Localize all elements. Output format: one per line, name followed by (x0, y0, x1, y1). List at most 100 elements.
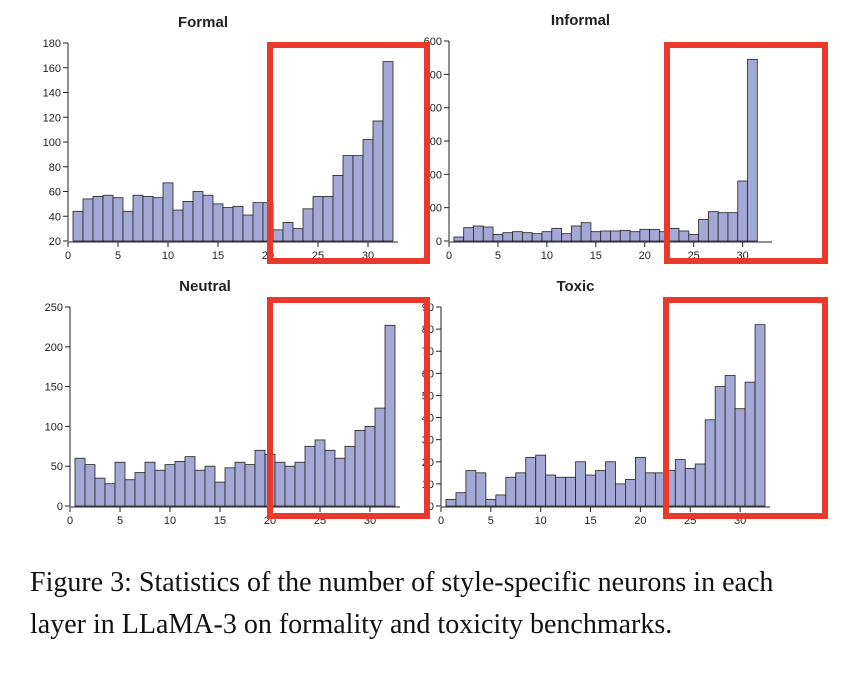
bar (590, 231, 602, 242)
bar (334, 457, 346, 507)
bar (244, 464, 256, 507)
bar (292, 228, 304, 242)
bar (312, 196, 324, 242)
bar (512, 231, 523, 242)
bar (482, 226, 494, 242)
y-tick-label: 50 (51, 461, 63, 473)
bar (565, 476, 576, 507)
y-tick-label: 0 (436, 236, 442, 248)
bar (332, 175, 344, 242)
highlight-box (267, 42, 430, 264)
bar (561, 233, 572, 242)
x-tick-label: 0 (67, 515, 73, 527)
bar (610, 230, 621, 242)
bar (342, 155, 354, 242)
bar (354, 429, 366, 507)
x-tick-label: 15 (584, 515, 596, 527)
y-tick-label: 120 (43, 112, 61, 124)
bar (707, 211, 719, 242)
bar (284, 465, 296, 507)
x-tick-label: 0 (65, 250, 71, 262)
bar (737, 180, 748, 242)
bar (541, 231, 553, 242)
bar (747, 58, 758, 242)
bar (362, 139, 374, 242)
bar (364, 425, 376, 507)
x-tick-label: 15 (214, 515, 226, 527)
bar (531, 233, 543, 242)
bar (644, 472, 656, 507)
bar (639, 228, 651, 242)
bar (600, 230, 611, 242)
bar (453, 236, 465, 242)
bar (324, 449, 336, 507)
bar (322, 196, 334, 242)
y-tick-label: 200 (45, 342, 63, 354)
bar (222, 207, 234, 242)
chart-title: Neutral (179, 278, 231, 295)
bar (302, 208, 314, 242)
x-tick-label: 15 (590, 250, 602, 262)
bar (455, 492, 467, 507)
y-tick-label: 0 (57, 501, 63, 513)
bar (727, 212, 739, 242)
bar (382, 61, 394, 242)
bar (551, 227, 562, 242)
y-tick-label: 150 (45, 382, 63, 394)
bar (580, 222, 592, 242)
bar (212, 203, 224, 242)
bar (734, 408, 746, 507)
bar (694, 463, 706, 507)
highlight-boxes (267, 42, 828, 519)
bar (635, 456, 646, 507)
bar (619, 229, 631, 242)
bar (72, 210, 84, 242)
chart-title: Formal (178, 14, 228, 31)
bar (714, 386, 726, 507)
bar (704, 419, 716, 507)
bar (475, 472, 487, 507)
y-tick-label: 100 (45, 421, 63, 433)
x-tick-label: 15 (212, 250, 224, 262)
bar (555, 476, 567, 507)
bar (194, 469, 206, 507)
y-tick-label: 180 (43, 38, 61, 50)
bar (142, 196, 154, 242)
chart-title: Informal (551, 12, 610, 29)
bar (688, 233, 699, 242)
bar (84, 464, 96, 507)
bar (102, 194, 114, 242)
bar (174, 461, 186, 507)
x-tick-label: 5 (115, 250, 121, 262)
x-tick-label: 5 (495, 250, 501, 262)
bar (134, 472, 146, 507)
bar (698, 218, 709, 242)
bar (272, 229, 284, 242)
x-tick-label: 10 (162, 250, 174, 262)
bar (234, 461, 246, 507)
bar (525, 456, 537, 507)
y-tick-label: 80 (49, 162, 61, 174)
bar (152, 197, 164, 242)
bar (112, 197, 124, 242)
bar (282, 222, 294, 242)
bar (615, 483, 626, 507)
bar (625, 479, 636, 507)
bar (465, 470, 477, 507)
bar (132, 194, 144, 242)
bar (668, 227, 680, 242)
y-tick-label: 60 (49, 187, 61, 199)
y-tick-label: 250 (45, 302, 63, 314)
caption: Figure 3: Statistics of the number of st… (30, 567, 774, 640)
bar (352, 155, 364, 242)
bar (92, 196, 104, 242)
bar (74, 457, 86, 507)
x-tick-label: 10 (541, 250, 553, 262)
bar (649, 228, 660, 242)
y-tick-label: 140 (43, 88, 61, 100)
y-tick-label: 160 (43, 63, 61, 75)
y-tick-label: 40 (49, 211, 61, 223)
y-tick-label: 0 (428, 501, 434, 513)
bar (104, 483, 116, 507)
